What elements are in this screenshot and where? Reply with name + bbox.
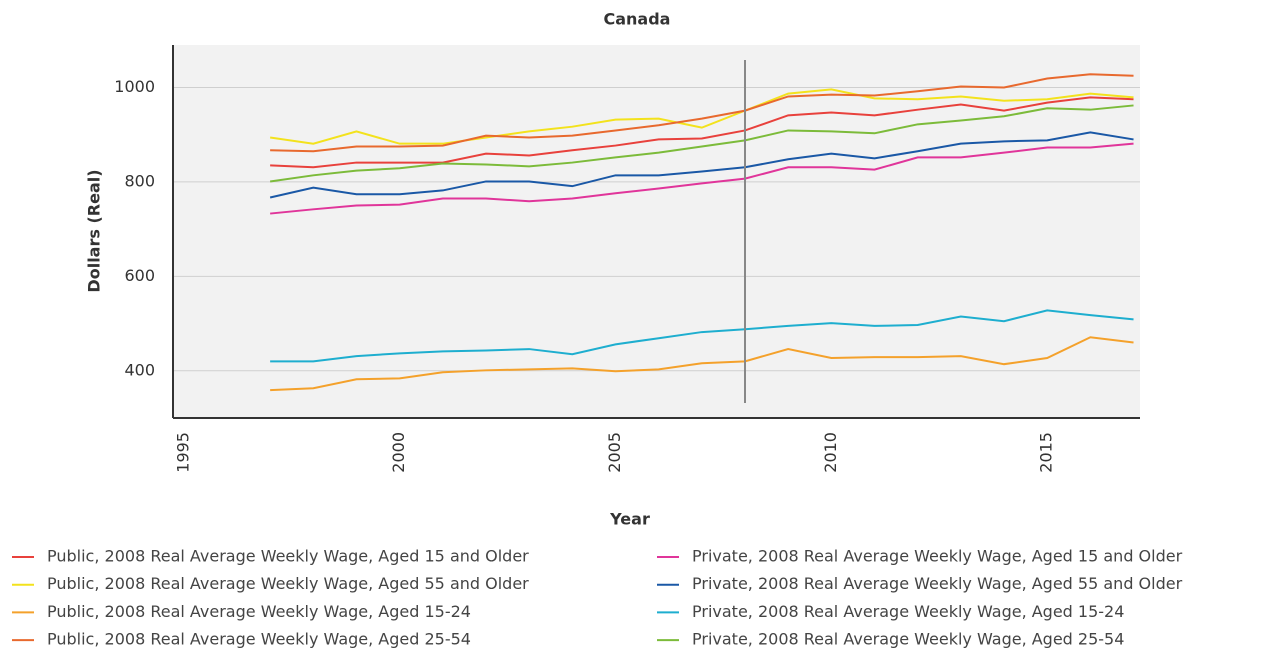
y-tick-label: 1000 [114, 77, 155, 96]
series-line [269, 88, 1134, 145]
y-tick-label: 800 [124, 171, 155, 190]
legend-label: Public, 2008 Real Average Weekly Wage, A… [47, 602, 471, 621]
x-tick-label: 2015 [1037, 432, 1056, 473]
series-line [270, 142, 1134, 215]
legend-label: Public, 2008 Real Average Weekly Wage, A… [47, 630, 471, 649]
series-line [269, 104, 1134, 183]
x-tick-label: 2005 [605, 432, 624, 473]
x-tick-label: 1995 [173, 432, 192, 473]
x-tick-label: 2000 [389, 432, 408, 473]
series-line [270, 96, 1134, 169]
series-line [270, 336, 1134, 392]
series-line [270, 309, 1134, 363]
legend-label: Private, 2008 Real Average Weekly Wage, … [692, 630, 1124, 649]
y-axis-label: Dollars (Real) [85, 169, 104, 292]
chart-title: Canada [604, 10, 671, 29]
series-line [270, 73, 1134, 153]
legend-label: Private, 2008 Real Average Weekly Wage, … [692, 602, 1124, 621]
x-tick-label: 2010 [821, 432, 840, 473]
y-tick-label: 400 [124, 360, 155, 379]
legend-label: Private, 2008 Real Average Weekly Wage, … [692, 574, 1183, 593]
legend-label: Private, 2008 Real Average Weekly Wage, … [692, 547, 1183, 566]
x-axis-label: Year [609, 510, 650, 529]
y-tick-label: 600 [124, 266, 155, 285]
legend-label: Public, 2008 Real Average Weekly Wage, A… [47, 574, 529, 593]
legend-label: Public, 2008 Real Average Weekly Wage, A… [47, 547, 529, 566]
series-line [269, 131, 1134, 199]
